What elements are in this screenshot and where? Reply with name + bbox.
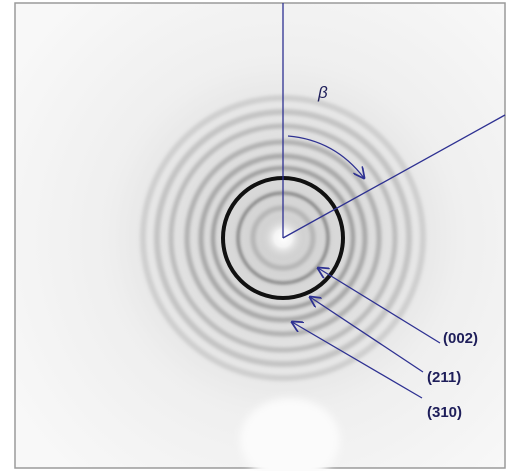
peak-label: (002)	[443, 330, 478, 347]
angle-label: β	[317, 83, 328, 102]
pattern-frame	[15, 3, 505, 468]
peak-label: (310)	[427, 404, 462, 421]
page: {"annotations": {"angle": "β", "peaks": …	[0, 0, 511, 471]
peak-label: (211)	[427, 369, 461, 386]
diffraction-figure: β (002) (211) (310)	[0, 0, 511, 471]
